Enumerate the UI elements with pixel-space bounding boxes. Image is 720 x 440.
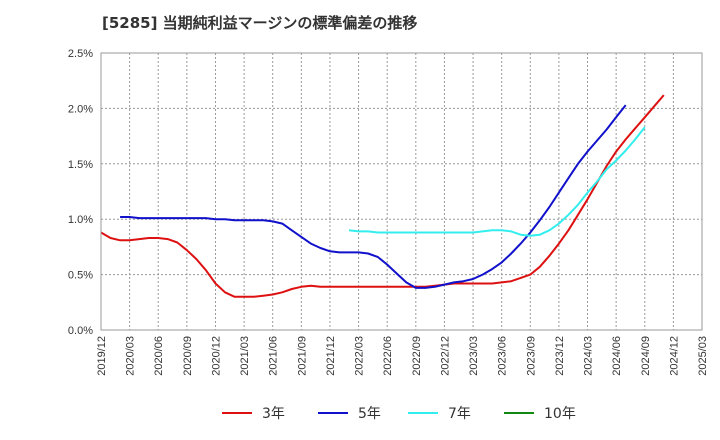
y-tick-label: 2.0% — [68, 103, 93, 115]
legend: 3年 5年 7年 10年 — [222, 406, 576, 422]
x-tick-label: 2023/06 — [497, 336, 509, 376]
x-tick-label: 2019/12 — [96, 336, 108, 376]
x-tick-label: 2022/06 — [382, 336, 394, 376]
y-tick-label: 0.5% — [68, 270, 93, 282]
x-tick-label: 2024/12 — [668, 336, 680, 376]
series-line-3年 — [100, 94, 665, 298]
x-tick-label: 2021/12 — [325, 336, 337, 376]
x-tick-label: 2021/06 — [268, 336, 280, 376]
legend-label: 7年 — [448, 406, 471, 422]
x-tick-label: 2020/09 — [182, 336, 194, 376]
y-axis-ticks: 0.0% 0.5% 1.0% 1.5% 2.0% 2.5% — [68, 48, 93, 337]
x-tick-label: 2021/03 — [239, 336, 251, 376]
legend-label: 10年 — [544, 406, 576, 422]
chart-title: [5285] 当期純利益マージンの標準偏差の推移 — [102, 14, 418, 32]
x-tick-label: 2025/03 — [697, 336, 709, 376]
series-line-5年 — [120, 104, 627, 289]
legend-label: 3年 — [262, 406, 285, 422]
legend-label: 5年 — [358, 406, 381, 422]
x-tick-label: 2023/12 — [554, 336, 566, 376]
x-tick-label: 2022/03 — [354, 336, 366, 376]
x-tick-label: 2020/03 — [125, 336, 137, 376]
x-tick-label: 2023/03 — [468, 336, 480, 376]
x-tick-label: 2020/06 — [153, 336, 165, 376]
grid-lines — [100, 52, 703, 331]
x-tick-label: 2022/12 — [439, 336, 451, 376]
series-lines — [100, 94, 665, 298]
y-tick-label: 1.0% — [68, 214, 93, 226]
x-tick-label: 2023/09 — [525, 336, 537, 376]
y-tick-label: 0.0% — [68, 325, 93, 337]
x-tick-label: 2024/09 — [640, 336, 652, 376]
x-tick-label: 2024/03 — [583, 336, 595, 376]
y-tick-label: 1.5% — [68, 159, 93, 171]
x-tick-label: 2021/09 — [296, 336, 308, 376]
x-tick-label: 2024/06 — [611, 336, 623, 376]
x-tick-label: 2022/09 — [411, 336, 423, 376]
plot-frame — [100, 52, 703, 331]
y-tick-label: 2.5% — [68, 48, 93, 60]
series-line-7年 — [348, 126, 646, 237]
x-tick-label: 2020/12 — [210, 336, 222, 376]
x-axis-ticks: 2019/12 2020/03 2020/06 2020/09 2020/12 2021/… — [96, 336, 709, 376]
